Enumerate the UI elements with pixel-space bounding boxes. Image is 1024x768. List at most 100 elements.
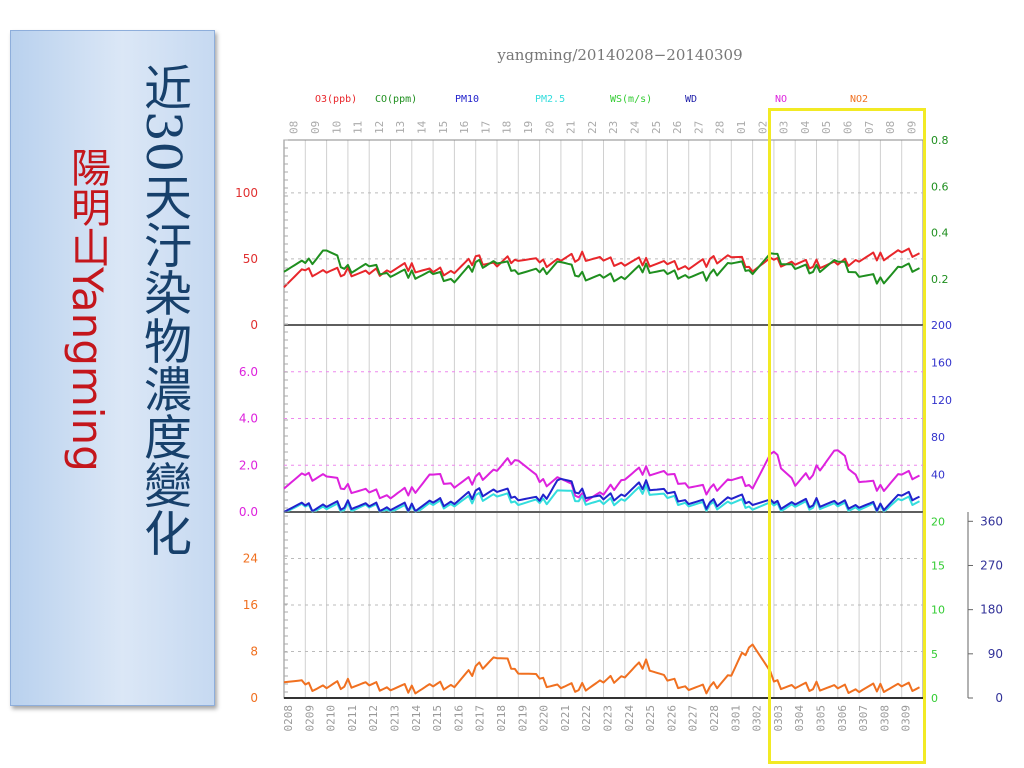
legend-ws-m-s-: WS(m/s) [610, 94, 652, 105]
bottom-date-tick: 0225 [644, 705, 657, 732]
top-day-tick: 13 [394, 121, 407, 134]
top-day-tick: 09 [309, 121, 322, 134]
top-day-tick: 14 [415, 120, 428, 134]
bottom-date-tick: 0220 [538, 705, 551, 732]
legend-o3-ppb-: O3(ppb) [315, 94, 357, 105]
right-axis-tick: 120 [931, 394, 952, 407]
left-axis-tick: 0 [250, 691, 258, 705]
station-name-vertical: 陽明山Yangming [63, 147, 112, 472]
right2-axis-tick: 180 [980, 603, 1003, 617]
top-day-tick: 12 [373, 121, 386, 134]
series-co [283, 249, 920, 285]
series-o3 [283, 247, 920, 288]
pollutant-chart: yangming/20140208−20140309 O3(ppb) CO(ppm)… [235, 46, 1003, 732]
chart-title: yangming/20140208−20140309 [496, 46, 742, 64]
series-no [283, 449, 920, 503]
legend-no2: NO2 [850, 94, 868, 105]
top-day-tick: 23 [607, 121, 620, 134]
top-day-tick: 26 [671, 121, 684, 134]
right-axis-tick: 0 [931, 692, 938, 705]
right-axis-tick: 80 [931, 431, 945, 444]
bottom-date-tick: 0306 [836, 705, 849, 732]
left-axis-tick: 4.0 [239, 412, 258, 426]
left-axis-tick: 2.0 [239, 458, 258, 472]
legend-pm2-5: PM2.5 [535, 94, 565, 105]
series-pm10 [283, 477, 920, 513]
series-no2 [283, 643, 920, 695]
top-day-tick: 04 [799, 120, 812, 134]
top-day-tick: 07 [863, 121, 876, 134]
top-day-tick: 09 [905, 121, 918, 134]
station-name-en: Yangming [63, 267, 112, 472]
top-day-tick: 08 [288, 121, 301, 134]
right-axis-tick: 10 [931, 604, 945, 617]
top-day-tick: 16 [458, 121, 471, 134]
bottom-date-tick: 0212 [367, 705, 380, 732]
bottom-date-tick: 0221 [559, 705, 572, 732]
bottom-date-tick: 0216 [452, 705, 465, 732]
right2-axis-tick: 360 [980, 514, 1003, 528]
bottom-date-tick: 0227 [687, 705, 700, 732]
top-day-tick: 24 [628, 120, 641, 134]
top-day-tick: 17 [479, 121, 492, 134]
bottom-date-tick: 0218 [495, 705, 508, 732]
top-day-tick: 10 [330, 121, 343, 134]
right2-axis-tick: 270 [980, 558, 1003, 572]
legend-co-ppm-: CO(ppm) [375, 94, 417, 105]
legend-wd: WD [685, 94, 697, 105]
right-axis-tick: 0.8 [931, 134, 949, 147]
left-axis-tick: 6.0 [239, 365, 258, 379]
top-day-tick: 01 [735, 121, 748, 134]
top-day-tick: 11 [352, 121, 365, 134]
top-day-tick: 08 [884, 121, 897, 134]
left-axis-tick: 100 [235, 186, 258, 200]
bottom-date-tick: 0301 [729, 705, 742, 732]
top-day-tick: 19 [522, 121, 535, 134]
bottom-date-tick: 0303 [772, 705, 785, 732]
top-day-tick: 25 [650, 121, 663, 134]
right-axis-tick: 15 [931, 559, 945, 572]
bottom-date-tick: 0309 [900, 705, 913, 732]
title-panel: 近30天汙染物濃度變化 陽明山Yangming [10, 30, 215, 706]
right-axis-tick: 20 [931, 515, 945, 528]
top-day-tick: 03 [778, 121, 791, 134]
left-axis-tick: 50 [243, 252, 258, 266]
bottom-date-tick: 0213 [389, 705, 402, 732]
right-axis-tick: 200 [931, 319, 952, 332]
bottom-date-tick: 0215 [431, 705, 444, 732]
bottom-date-tick: 0224 [623, 705, 636, 732]
bottom-date-tick: 0223 [602, 705, 615, 732]
legend-pm10: PM10 [455, 94, 479, 105]
left-axis-tick: 24 [243, 552, 258, 566]
top-day-tick: 18 [501, 121, 514, 134]
top-day-tick: 28 [714, 121, 727, 134]
left-axis-tick: 16 [243, 598, 258, 612]
top-day-tick: 22 [586, 121, 599, 134]
station-name-cn: 陽明山 [64, 147, 110, 267]
top-day-tick: 05 [820, 121, 833, 134]
bottom-date-tick: 0228 [708, 705, 721, 732]
bottom-date-tick: 0304 [793, 705, 806, 732]
top-day-tick: 20 [543, 121, 556, 134]
left-axis-tick: 0 [250, 318, 258, 332]
title-vertical-cn: 近30天汙染物濃度變化 [135, 63, 191, 557]
bottom-date-tick: 0211 [346, 705, 359, 732]
right-axis-tick: 0.2 [931, 273, 949, 286]
bottom-date-tick: 0217 [474, 705, 487, 732]
bottom-date-tick: 0222 [580, 705, 593, 732]
right-axis-tick: 0.6 [931, 180, 949, 193]
bottom-date-tick: 0219 [516, 705, 529, 732]
left-axis-tick: 0.0 [239, 505, 258, 519]
bottom-date-tick: 0210 [325, 705, 338, 732]
top-day-tick: 02 [756, 121, 769, 134]
top-day-tick: 27 [692, 121, 705, 134]
right-axis-tick: 160 [931, 356, 952, 369]
right2-axis-tick: 90 [988, 647, 1003, 661]
bottom-date-tick: 0209 [303, 705, 316, 732]
legend-no: NO [775, 94, 787, 105]
top-day-tick: 15 [437, 121, 450, 134]
left-axis-tick: 8 [250, 645, 258, 659]
bottom-date-tick: 0208 [282, 705, 295, 732]
bottom-date-tick: 0305 [815, 705, 828, 732]
top-day-tick: 21 [565, 121, 578, 134]
